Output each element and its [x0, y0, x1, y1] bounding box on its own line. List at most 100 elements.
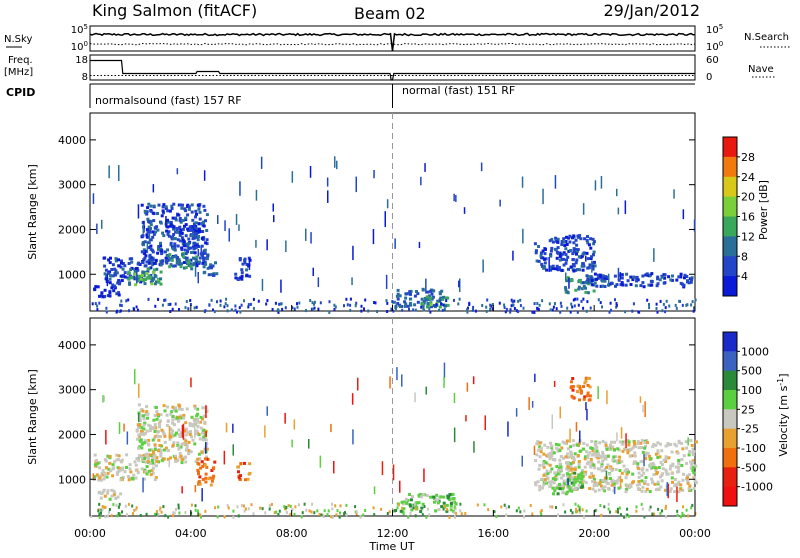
- heatmap-cell: [423, 468, 425, 482]
- heatmap-cell: [137, 403, 141, 407]
- heatmap-cell: [574, 268, 578, 272]
- heatmap-cell: [103, 288, 107, 292]
- heatmap-cell: [408, 290, 412, 294]
- heatmap-cell: [549, 441, 552, 445]
- heatmap-cell: [585, 239, 589, 242]
- heatmap-cell: [556, 472, 560, 476]
- heatmap-cell: [193, 251, 197, 255]
- heatmap-cell: [178, 233, 182, 237]
- heatmap-cell: [101, 508, 104, 512]
- heatmap-cell: [144, 453, 148, 456]
- heatmap-cell: [610, 469, 614, 473]
- heatmap-cell: [219, 299, 222, 303]
- heatmap-cell: [664, 306, 667, 310]
- heatmap-cell: [432, 304, 436, 308]
- heatmap-cell: [413, 502, 416, 506]
- heatmap-cell: [604, 446, 608, 449]
- heatmap-cell: [280, 279, 282, 293]
- heatmap-cell: [177, 213, 181, 217]
- heatmap-cell: [196, 203, 200, 207]
- heatmap-cell: [678, 299, 681, 303]
- heatmap-cell: [126, 431, 129, 445]
- heatmap-cell: [171, 434, 175, 438]
- heatmap-cell: [141, 234, 145, 238]
- heatmap-cell: [428, 307, 431, 311]
- heatmap-cell: [161, 231, 165, 235]
- heatmap-cell: [681, 511, 684, 515]
- heatmap-cell: [225, 297, 228, 301]
- heatmap-cell: [217, 215, 219, 224]
- heatmap-cell: [446, 296, 450, 300]
- heatmap-cell: [651, 481, 654, 485]
- heatmap-cell: [549, 505, 552, 509]
- heatmap-cell: [278, 509, 281, 513]
- heatmap-cell: [396, 367, 398, 381]
- heatmap-cell: [546, 462, 550, 466]
- heatmap-cell: [575, 443, 579, 447]
- heatmap-cell: [615, 304, 618, 307]
- heatmap-cell: [521, 455, 523, 467]
- heatmap-cell: [654, 452, 658, 456]
- heatmap-cell: [646, 452, 650, 456]
- heatmap-cell: [558, 255, 562, 258]
- heatmap-cell: [109, 256, 112, 260]
- heatmap-cell: [687, 281, 691, 285]
- heatmap-cell: [121, 468, 125, 472]
- heatmap-cell: [384, 211, 386, 228]
- heatmap-cell: [414, 514, 417, 518]
- heatmap-cell: [633, 442, 637, 446]
- heatmap-cell: [593, 281, 597, 285]
- heatmap-cell: [625, 483, 629, 487]
- heatmap-cell: [137, 426, 140, 429]
- heatmap-cell: [223, 305, 226, 309]
- heatmap-cell: [392, 464, 395, 481]
- heatmap-cell: [504, 310, 507, 314]
- heatmap-cell: [540, 264, 544, 268]
- heatmap-cell: [238, 224, 240, 231]
- heatmap-cell: [137, 308, 139, 312]
- heatmap-cell: [558, 482, 561, 486]
- heatmap-cell: [627, 470, 630, 474]
- heatmap-cell: [625, 433, 627, 449]
- heatmap-cell: [142, 423, 146, 427]
- heatmap-cell: [683, 276, 686, 280]
- heatmap-cell: [191, 237, 195, 241]
- heatmap-cell: [189, 299, 192, 302]
- heatmap-cell: [451, 492, 455, 496]
- heatmap-cell: [150, 459, 154, 462]
- heatmap-cell: [550, 237, 554, 241]
- heatmap-cell: [91, 302, 94, 306]
- heatmap-cell: [148, 448, 152, 452]
- heatmap-cell: [632, 462, 636, 465]
- heatmap-cell: [339, 504, 342, 508]
- heatmap-cell: [173, 244, 177, 248]
- heatmap-cell: [628, 454, 632, 458]
- heatmap-cell: [623, 515, 626, 519]
- heatmap-cell: [690, 443, 694, 447]
- heatmap-cell: [152, 261, 156, 265]
- heatmap-cell: [687, 514, 690, 518]
- heatmap-cell: [679, 483, 683, 487]
- heatmap-cell: [399, 305, 402, 308]
- heatmap-cell: [553, 478, 557, 482]
- heatmap-cell: [449, 504, 453, 508]
- heatmap-cell: [584, 379, 588, 383]
- heatmap-cell: [112, 460, 116, 464]
- heatmap-cell: [184, 511, 187, 515]
- heatmap-cell: [182, 413, 186, 417]
- heatmap-cell: [182, 240, 186, 244]
- heatmap-cell: [657, 466, 661, 469]
- heatmap-cell: [196, 238, 200, 242]
- heatmap-cell: [151, 450, 155, 454]
- heatmap-cell: [578, 279, 582, 283]
- heatmap-cell: [571, 511, 574, 515]
- heatmap-cell: [645, 468, 649, 472]
- heatmap-cell: [583, 381, 587, 385]
- heatmap-cell: [403, 304, 407, 308]
- heatmap-cell: [594, 454, 598, 458]
- heatmap-cell: [641, 459, 645, 463]
- heatmap-cell: [98, 515, 101, 519]
- heatmap-cell: [108, 281, 112, 285]
- heatmap-cell: [94, 302, 97, 306]
- heatmap-cell: [539, 510, 542, 514]
